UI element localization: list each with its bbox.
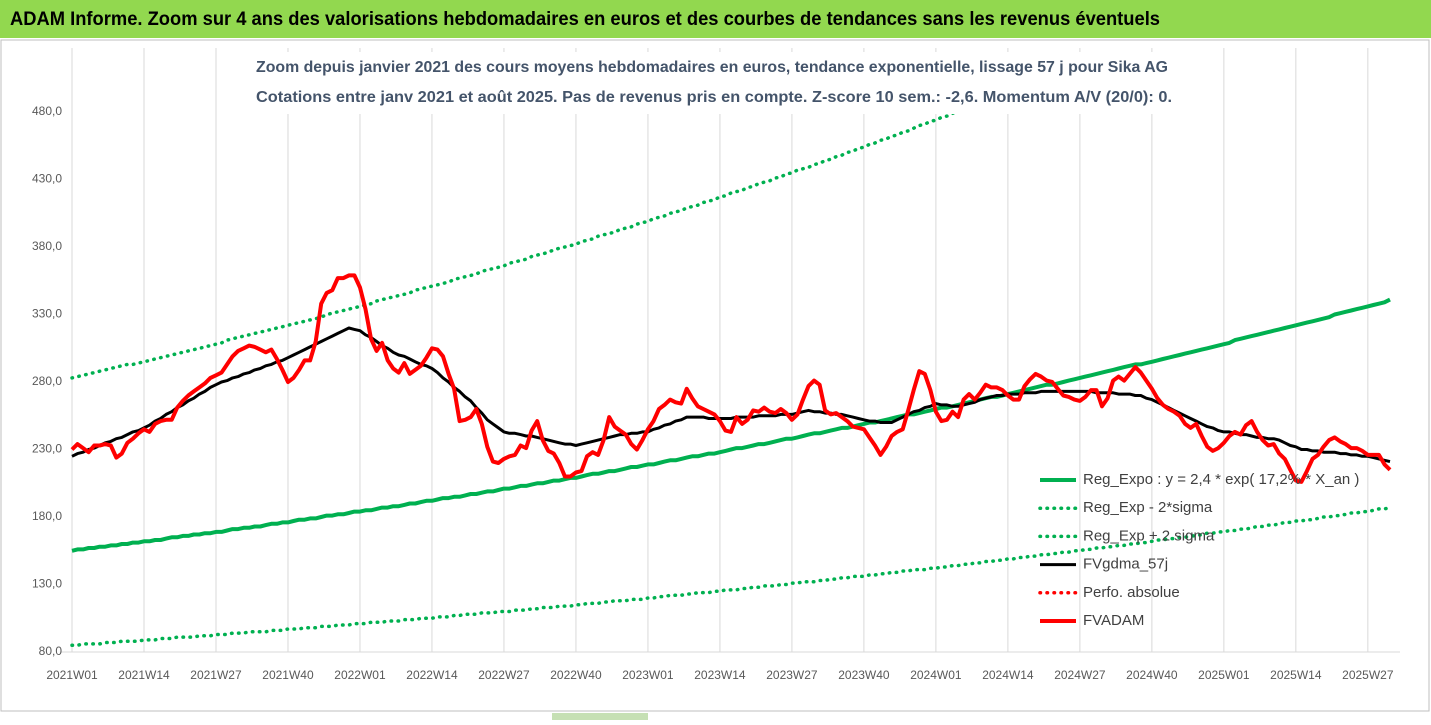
chart-title: Zoom depuis janvier 2021 des cours moyen… <box>256 59 1168 76</box>
x-tick-label: 2021W27 <box>190 668 242 682</box>
y-tick-label: 330,0 <box>32 307 62 321</box>
legend-label: Reg_Exp + 2 sigma <box>1083 527 1215 544</box>
legend-label: FVgdma_57j <box>1083 556 1168 573</box>
x-tick-label: 2021W01 <box>46 668 98 682</box>
header-band <box>0 0 1431 38</box>
x-tick-label: 2024W27 <box>1054 668 1106 682</box>
legend-label: Reg_Expo : y = 2,4 * exp( 17,2% * X_an ) <box>1083 471 1359 488</box>
y-tick-label: 280,0 <box>32 374 62 388</box>
x-tick-label: 2022W40 <box>550 668 602 682</box>
series-line <box>70 273 1392 484</box>
series-line <box>71 297 1391 553</box>
x-tick-label: 2024W40 <box>1126 668 1178 682</box>
y-tick-label: 130,0 <box>32 577 62 591</box>
y-tick-label: 180,0 <box>32 509 62 523</box>
x-tick-label: 2023W40 <box>838 668 890 682</box>
grid <box>71 48 1369 652</box>
y-tick-label: 230,0 <box>32 442 62 456</box>
y-tick-label: 80,0 <box>39 644 63 658</box>
legend-label: FVADAM <box>1083 612 1144 629</box>
legend-label: Reg_Exp - 2*sigma <box>1083 499 1213 516</box>
header-title: ADAM Informe. Zoom sur 4 ans des valoris… <box>10 9 1160 30</box>
x-tick-label: 2022W27 <box>478 668 530 682</box>
plot-area <box>70 85 1392 648</box>
y-tick-label: 430,0 <box>32 172 62 186</box>
y-tick-label: 380,0 <box>32 239 62 253</box>
title-box <box>250 52 1178 114</box>
x-tick-label: 2025W27 <box>1342 668 1394 682</box>
x-tick-label: 2023W27 <box>766 668 818 682</box>
x-tick-label: 2025W14 <box>1270 668 1322 682</box>
series-line <box>70 505 1392 648</box>
x-tick-label: 2022W01 <box>334 668 386 682</box>
x-tick-label: 2021W40 <box>262 668 314 682</box>
series-line <box>70 85 1029 380</box>
footer-strip <box>552 713 648 720</box>
x-tick-label: 2025W01 <box>1198 668 1250 682</box>
chart-subtitle: Cotations entre janv 2021 et août 2025. … <box>256 89 1172 106</box>
axes: 80,0 130,0 180,0 230,0 280,0 330,0 380,0 430,0 4… <box>32 104 1394 682</box>
x-tick-label: 2022W14 <box>406 668 458 682</box>
y-tick-label: 480,0 <box>32 104 62 118</box>
legend-label: Perfo. absolue <box>1083 584 1180 601</box>
legend: Reg_Expo : y = 2,4 * exp( 17,2% * X_an )… <box>1038 471 1359 629</box>
x-tick-label: 2024W01 <box>910 668 962 682</box>
x-tick-label: 2023W01 <box>622 668 674 682</box>
x-tick-label: 2021W14 <box>118 668 170 682</box>
x-tick-label: 2024W14 <box>982 668 1034 682</box>
x-tick-label: 2023W14 <box>694 668 746 682</box>
